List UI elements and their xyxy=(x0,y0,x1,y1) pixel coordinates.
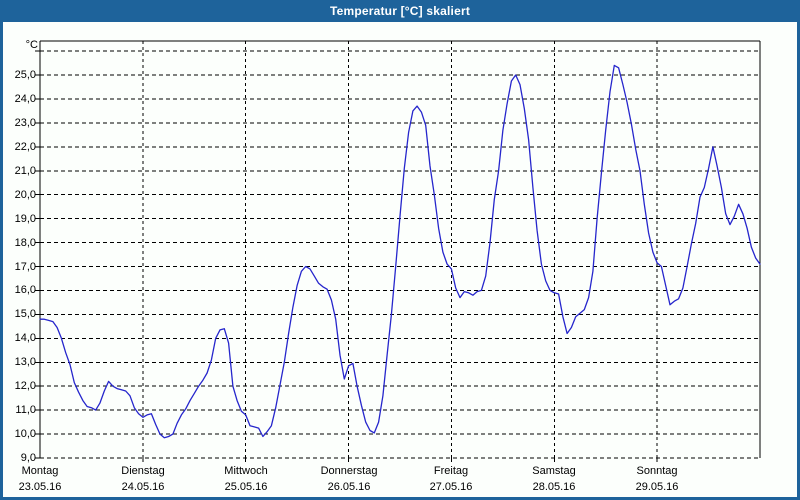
y-axis-unit-label: °C xyxy=(25,39,38,51)
y-tick-label: 24,0 xyxy=(14,93,36,105)
x-date-label: 26.05.16 xyxy=(327,481,371,493)
x-date-label: 27.05.16 xyxy=(429,481,473,493)
y-tick-label: 20,0 xyxy=(14,189,36,201)
y-tick-label: 9,0 xyxy=(20,452,36,464)
y-tick-label: 22,0 xyxy=(14,141,36,153)
x-weekday-label: Donnerstag xyxy=(320,465,378,477)
x-weekday-label: Dienstag xyxy=(121,465,165,477)
y-tick-label: 18,0 xyxy=(14,237,36,249)
y-tick-label: 21,0 xyxy=(14,165,36,177)
y-tick-label: 13,0 xyxy=(14,356,36,368)
y-tick-label: 16,0 xyxy=(14,284,36,296)
y-tick-label: 14,0 xyxy=(14,332,36,344)
x-date-label: 28.05.16 xyxy=(532,481,576,493)
x-weekday-label: Samstag xyxy=(532,465,576,477)
x-date-label: 25.05.16 xyxy=(224,481,268,493)
y-tick-label: 10,0 xyxy=(14,428,36,440)
y-tick-label: 19,0 xyxy=(14,213,36,225)
chart-title: Temperatur [°C] skaliert xyxy=(329,4,471,18)
x-weekday-label: Freitag xyxy=(433,465,469,477)
y-tick-label: 25,0 xyxy=(14,69,36,81)
temperature-series-line xyxy=(39,64,761,439)
x-date-label: 29.05.16 xyxy=(635,481,679,493)
window-border-left xyxy=(0,22,3,500)
window-border-bottom xyxy=(0,497,800,500)
x-weekday-label: Mittwoch xyxy=(224,465,268,477)
y-tick-label: 12,0 xyxy=(14,380,36,392)
x-weekday-label: Montag xyxy=(21,465,59,477)
title-bar: Temperatur [°C] skaliert xyxy=(0,0,800,22)
x-date-label: 23.05.16 xyxy=(18,481,62,493)
y-tick-label: 11,0 xyxy=(15,404,36,416)
window-border-right xyxy=(797,22,800,500)
y-tick-label: 23,0 xyxy=(14,117,36,129)
y-tick-label: 15,0 xyxy=(14,308,36,320)
x-weekday-label: Sonntag xyxy=(636,465,678,477)
y-tick-label: 17,0 xyxy=(14,261,36,273)
x-date-label: 24.05.16 xyxy=(121,481,165,493)
